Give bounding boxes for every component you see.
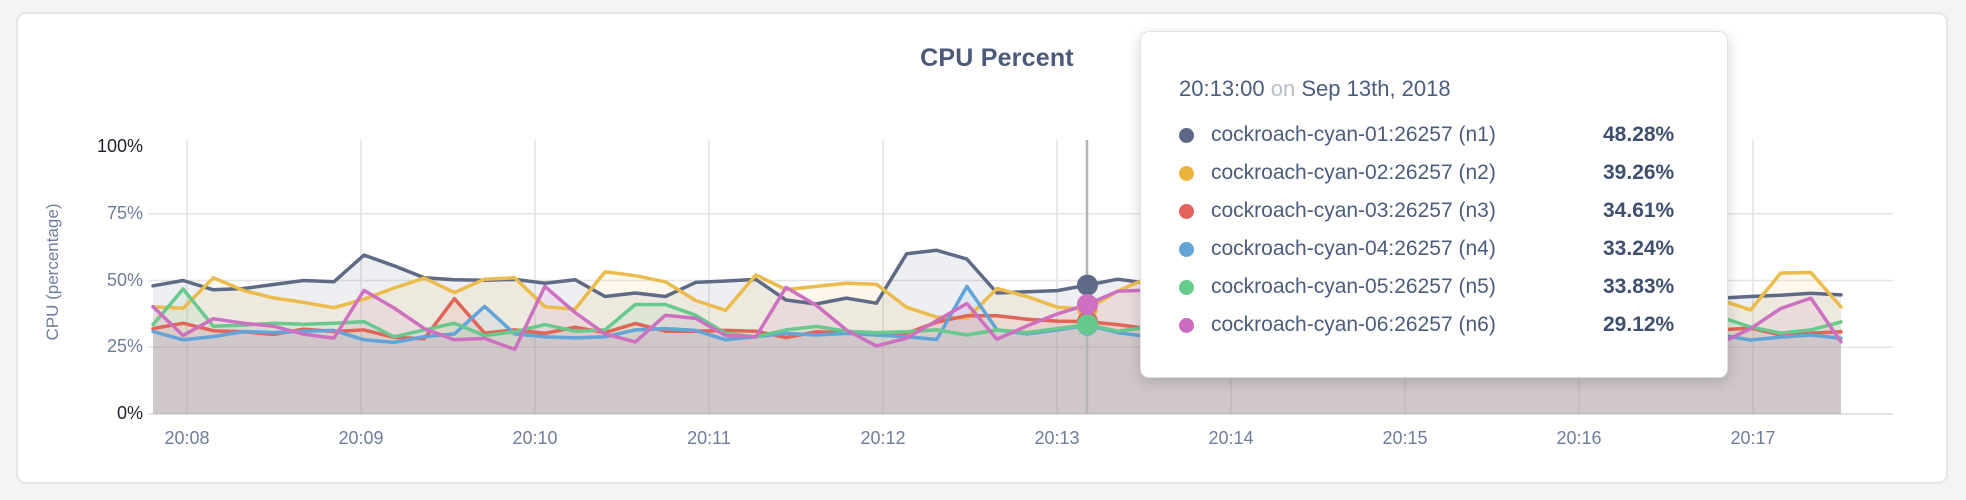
x-tick-label-20:10: 20:10 (512, 428, 558, 448)
tooltip-row: cockroach-cyan-06:26257 (n6) 29.12% (1179, 306, 1697, 344)
series-color-dot-icon (1179, 127, 1194, 143)
series-area (153, 286, 1841, 414)
tooltip-series-value: 33.83% (1603, 275, 1675, 298)
hover-point-dot (1076, 274, 1098, 296)
hover-tooltip: 20:13:00 on Sep 13th, 2018 cockroach-cya… (1140, 31, 1728, 378)
series-color-dot-icon (1179, 203, 1194, 219)
x-tick-label-20:17: 20:17 (1730, 428, 1776, 448)
series-color-dot-icon (1179, 241, 1194, 257)
series-area (153, 289, 1841, 414)
tooltip-series-value: 48.28% (1603, 123, 1675, 146)
tooltip-series-value: 29.12% (1603, 313, 1675, 336)
hover-point-dot (1076, 294, 1098, 316)
series-area (153, 271, 1841, 414)
tooltip-row: cockroach-cyan-05:26257 (n5) 33.83% (1179, 268, 1697, 306)
series-color-dot-icon (1179, 317, 1194, 333)
tooltip-row: cockroach-cyan-03:26257 (n3) 34.61% (1179, 192, 1697, 230)
x-tick-label-20:09: 20:09 (338, 428, 384, 448)
tooltip-header: 20:13:00 on Sep 13th, 2018 (1179, 76, 1451, 101)
y-tick-label-100%: 100% (96, 136, 143, 156)
tooltip-series-label: cockroach-cyan-06:26257 (n6) (1211, 313, 1496, 336)
series-color-dot-icon (1179, 165, 1194, 181)
tooltip-series-label: cockroach-cyan-05:26257 (n5) (1211, 275, 1496, 298)
hover-point-dot (1076, 314, 1098, 336)
x-tick-label-20:15: 20:15 (1382, 428, 1428, 448)
tooltip-series-label: cockroach-cyan-04:26257 (n4) (1211, 237, 1496, 260)
x-tick-label-20:12: 20:12 (860, 428, 906, 448)
y-tick-label-0%: 0% (116, 403, 143, 423)
x-tick-label-20:08: 20:08 (164, 428, 210, 448)
tooltip-date-text: Sep 13th, 2018 (1301, 76, 1451, 101)
tooltip-rows: cockroach-cyan-01:26257 (n1) 48.28% cockro… (1179, 116, 1697, 344)
tooltip-time: 20:13:00 (1179, 76, 1265, 101)
x-tick-label-20:16: 20:16 (1556, 428, 1602, 448)
x-tick-label-20:14: 20:14 (1208, 428, 1254, 448)
tooltip-row: cockroach-cyan-04:26257 (n4) 33.24% (1179, 230, 1697, 268)
tooltip-series-value: 33.24% (1603, 237, 1675, 260)
tooltip-series-label: cockroach-cyan-02:26257 (n2) (1211, 161, 1496, 184)
tooltip-row: cockroach-cyan-02:26257 (n2) 39.26% (1179, 154, 1697, 192)
x-tick-label-20:11: 20:11 (687, 428, 731, 448)
y-tick-label-25%: 25% (106, 336, 143, 357)
y-tick-label-75%: 75% (106, 202, 143, 223)
tooltip-series-value: 39.26% (1603, 161, 1675, 184)
y-tick-label-50%: 50% (106, 269, 143, 290)
x-tick-label-20:13: 20:13 (1034, 428, 1080, 448)
chart-title: CPU Percent (920, 44, 1074, 72)
tooltip-series-value: 34.61% (1603, 199, 1675, 222)
tooltip-row: cockroach-cyan-01:26257 (n1) 48.28% (1179, 116, 1697, 154)
tooltip-series-label: cockroach-cyan-03:26257 (n3) (1211, 199, 1496, 222)
tooltip-series-label: cockroach-cyan-01:26257 (n1) (1211, 123, 1496, 146)
series-color-dot-icon (1179, 279, 1194, 295)
